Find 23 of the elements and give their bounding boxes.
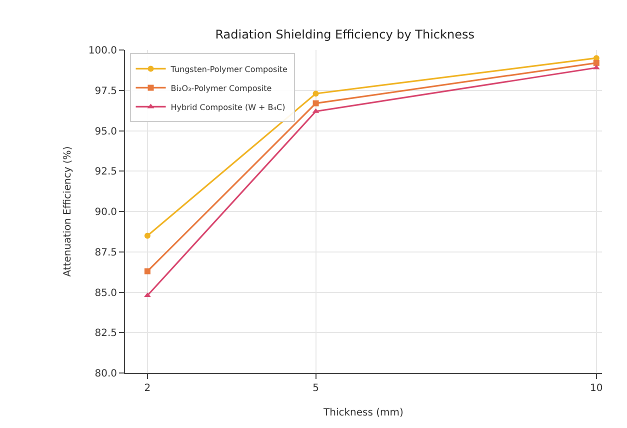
y-tick-label: 80.0	[94, 368, 117, 380]
y-tick-label: 82.5	[94, 328, 117, 340]
point	[144, 232, 150, 239]
point	[312, 100, 319, 106]
point	[312, 90, 319, 97]
y-tick-label: 90.0	[94, 207, 117, 218]
chart-title: Radiation Shielding Efficiency by Thickness	[215, 27, 474, 42]
y-tick-label: 85.0	[94, 288, 117, 299]
y-tick-label: 95.0	[94, 126, 117, 138]
legend-label: Bi₂O₃-Polymer Composite	[170, 84, 272, 93]
x-tick-label: 5	[312, 383, 319, 394]
x-tick-label: 2	[144, 383, 151, 394]
point	[593, 60, 600, 66]
legend-label: Hybrid Composite (W + B₄C)	[170, 102, 286, 112]
y-tick-label: 87.5	[94, 247, 117, 258]
y-tick-label: 97.5	[94, 86, 117, 97]
y-tick-label: 100.0	[88, 46, 117, 56]
y-tick-label: 92.5	[94, 166, 117, 178]
x-tick-label: 10	[590, 383, 603, 394]
legend-label: Tungsten-Polymer Composite	[170, 64, 288, 74]
y-axis-title: Attenuation Efficiency (%)	[62, 146, 74, 277]
point	[144, 268, 150, 274]
x-axis-title: Thickness (mm)	[322, 408, 404, 418]
